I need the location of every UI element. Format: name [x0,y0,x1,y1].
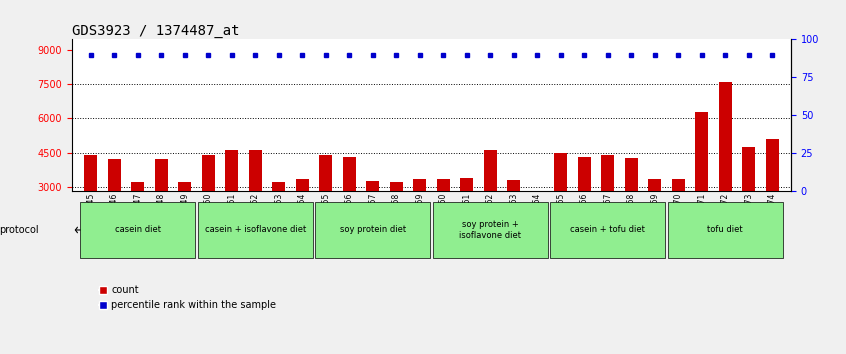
Bar [667,202,783,258]
Bar [672,179,684,255]
Bar [198,202,313,258]
Text: casein + isoflavone diet: casein + isoflavone diet [205,225,306,234]
Bar [107,159,121,255]
Text: tofu diet: tofu diet [707,225,743,234]
Bar [695,112,708,255]
Text: GDS3923 / 1374487_at: GDS3923 / 1374487_at [72,24,239,38]
Bar [296,179,309,255]
Bar [131,182,144,255]
Bar [484,150,497,255]
Text: casein + tofu diet: casein + tofu diet [570,225,645,234]
Bar [742,147,755,255]
Bar [550,202,665,258]
Bar [766,139,778,255]
Bar [554,153,567,255]
Bar [225,150,239,255]
Bar [648,179,662,255]
Bar [508,180,520,255]
Bar [249,150,261,255]
Bar [155,159,168,255]
Text: soy protein +
isoflavone diet: soy protein + isoflavone diet [459,220,521,240]
Bar [366,181,379,255]
Bar [437,179,450,255]
Text: soy protein diet: soy protein diet [339,225,406,234]
Bar [316,202,431,258]
Bar [624,158,638,255]
Bar [201,155,215,255]
Bar [460,177,473,255]
Bar [390,182,403,255]
Bar [578,157,591,255]
Text: protocol: protocol [0,225,39,235]
Bar [530,252,544,255]
Legend: count, percentile rank within the sample: count, percentile rank within the sample [96,281,280,314]
Bar [413,179,426,255]
Bar [602,155,614,255]
Bar [179,182,191,255]
Bar [432,202,548,258]
Bar [719,82,732,255]
Bar [85,155,97,255]
Bar [319,155,332,255]
Bar [343,157,355,255]
Text: casein diet: casein diet [115,225,161,234]
Bar [80,202,195,258]
Bar [272,182,285,255]
